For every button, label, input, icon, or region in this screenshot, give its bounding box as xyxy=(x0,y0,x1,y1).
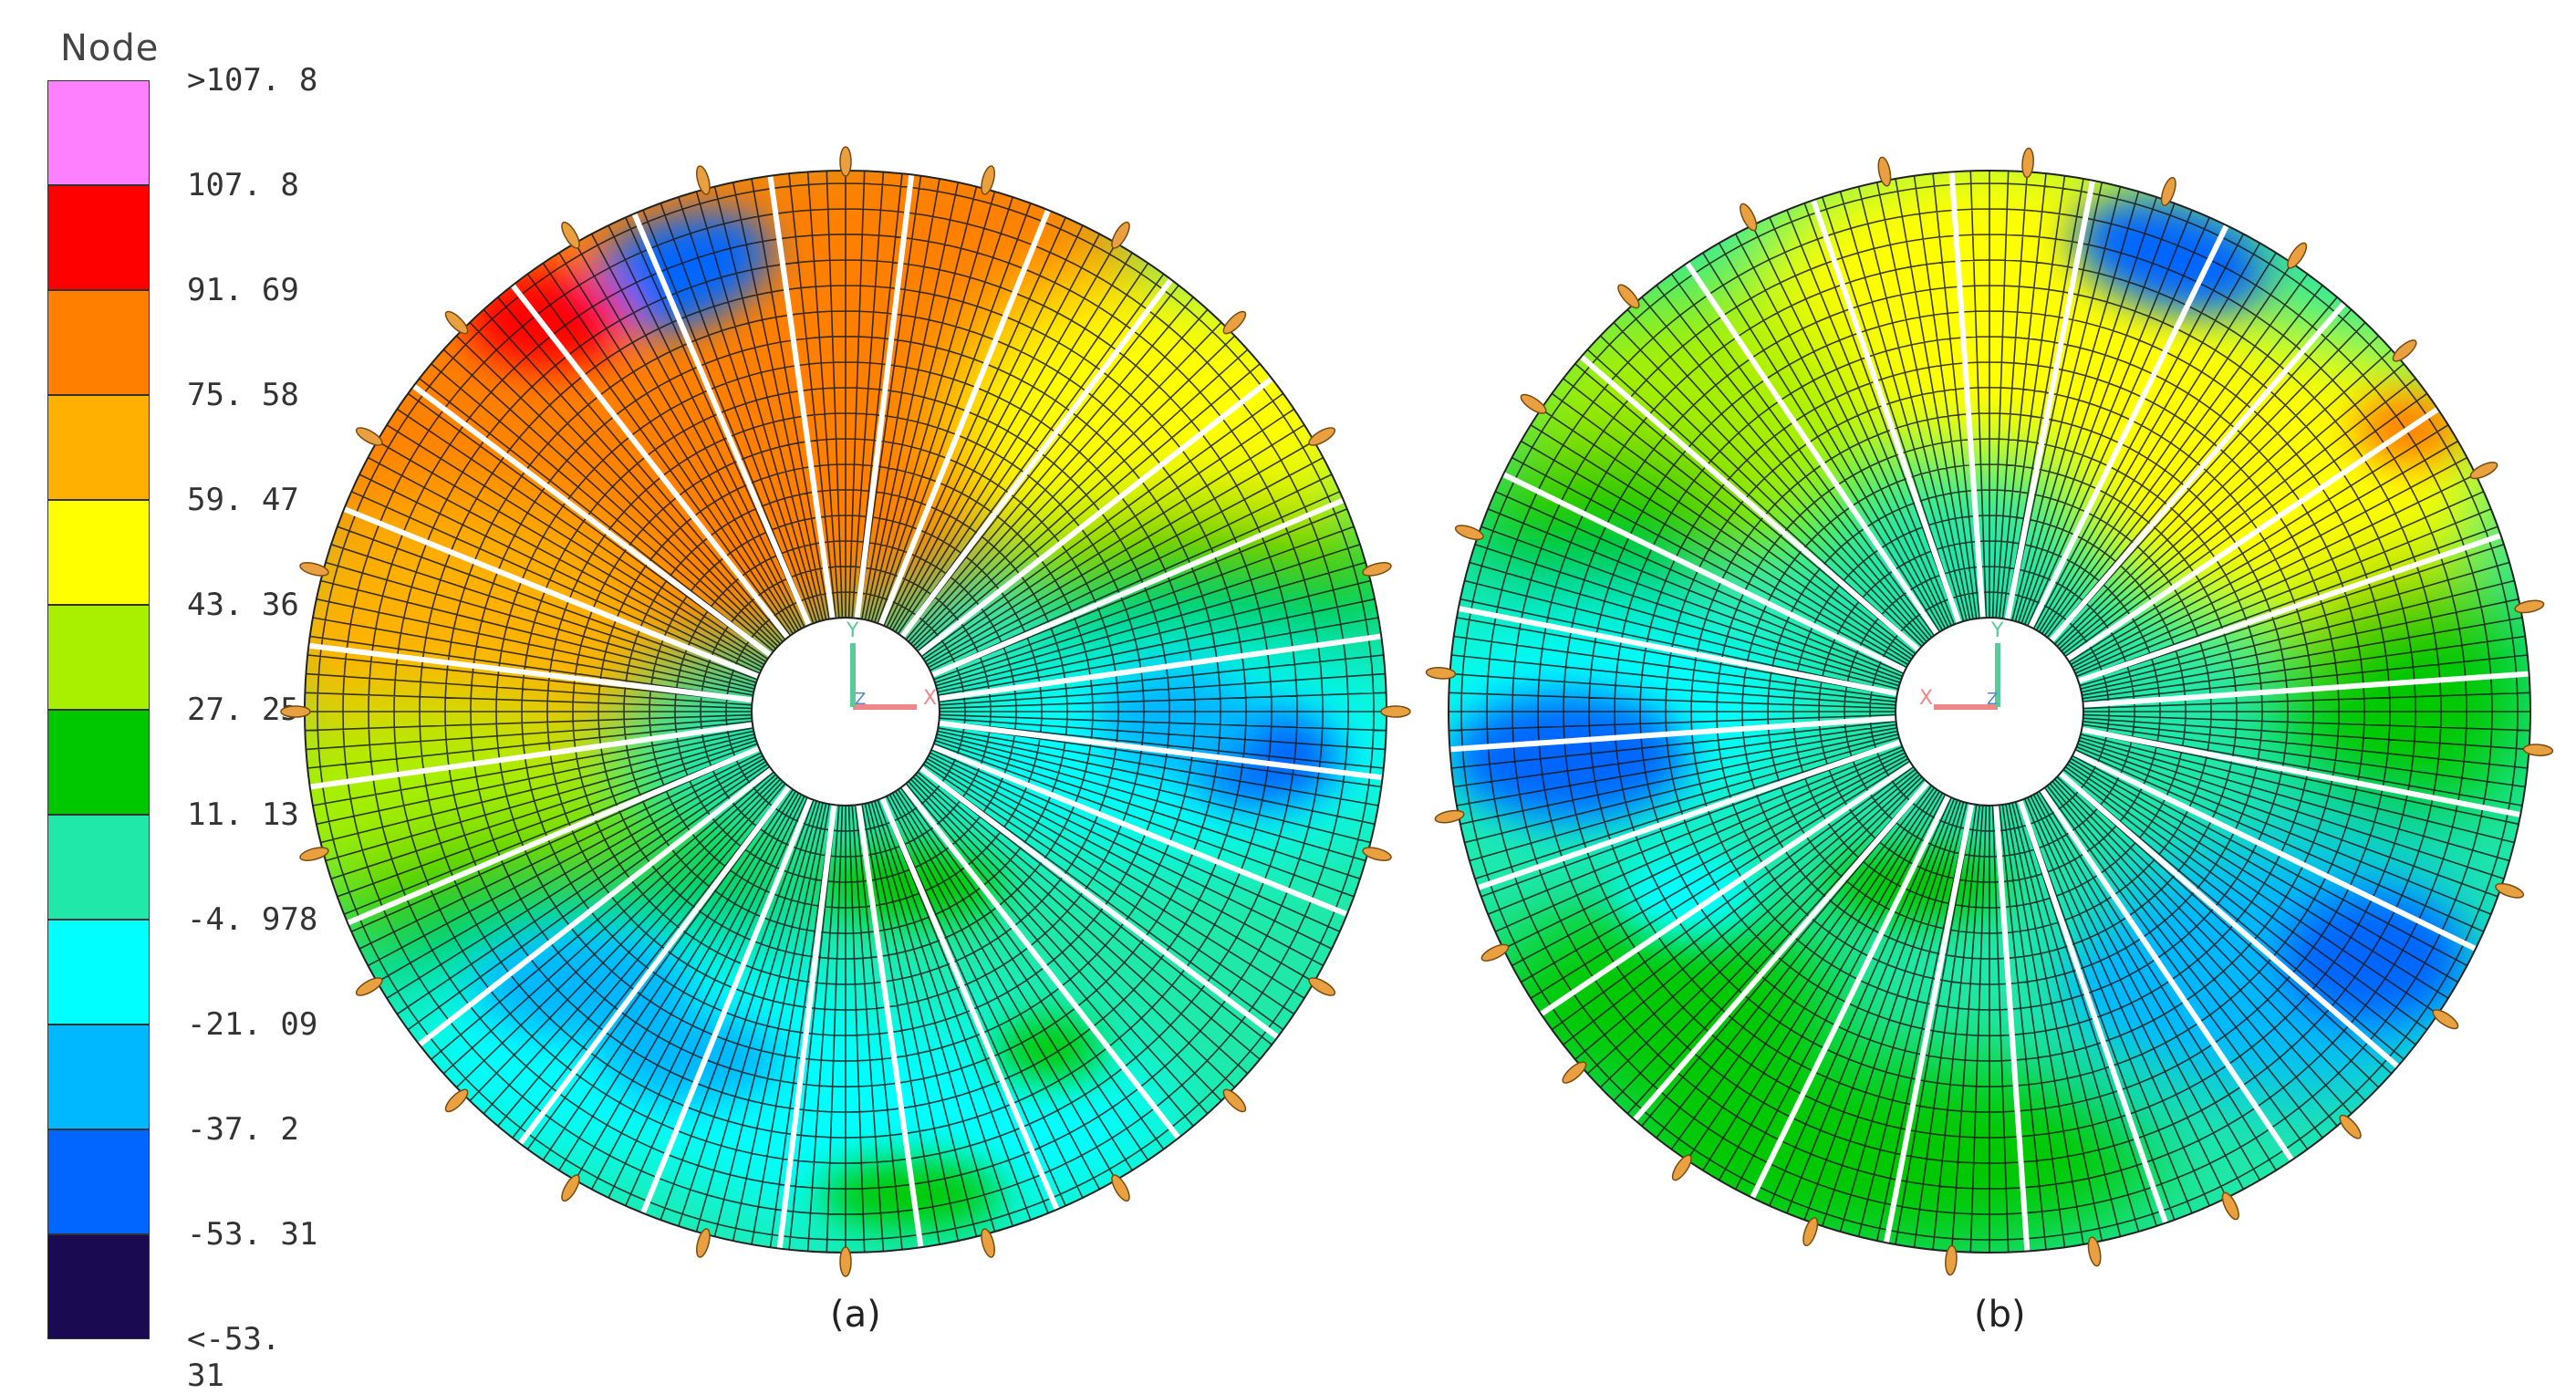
support-marker xyxy=(1454,525,1484,541)
legend-label: 75. 58 xyxy=(187,377,299,413)
support-marker xyxy=(1308,977,1336,996)
legend-swatch xyxy=(47,395,150,500)
axis-x-label: X xyxy=(923,687,937,710)
support-marker xyxy=(839,1246,852,1277)
support-marker xyxy=(1802,1217,1819,1247)
legend-label: >107. 8 xyxy=(187,62,318,99)
support-marker xyxy=(1222,1088,1247,1113)
support-marker xyxy=(2432,1009,2459,1030)
caption-b: (b) xyxy=(1974,1294,2026,1336)
legend-swatch xyxy=(47,605,150,710)
legend-label: 27. 25 xyxy=(187,692,299,728)
contour-plot-a: X Y Z xyxy=(280,146,1411,1277)
legend-swatch xyxy=(47,185,150,290)
support-marker xyxy=(561,1174,580,1202)
legend-label: -4. 978 xyxy=(187,901,318,938)
legend-label: 107. 8 xyxy=(187,167,299,203)
support-marker xyxy=(696,1228,711,1258)
support-marker xyxy=(1740,203,1758,232)
support-marker xyxy=(2339,1114,2362,1139)
support-marker xyxy=(2287,242,2308,269)
support-marker xyxy=(2495,882,2525,899)
segment-gaps-a xyxy=(308,174,1383,1249)
support-marker xyxy=(981,165,995,195)
support-marker xyxy=(561,221,580,249)
legend-swatch xyxy=(47,500,150,605)
support-marker xyxy=(355,977,383,996)
supports-b xyxy=(1425,147,2554,1276)
support-marker xyxy=(1362,847,1392,861)
support-marker xyxy=(299,847,329,861)
legend-label: 59. 47 xyxy=(187,482,299,518)
contour-legend: Node >107. 8 107. 8 91. 69 75. 58 59. 47 43. … xyxy=(0,0,328,1394)
axis-y-label: Y xyxy=(1990,619,2004,642)
support-marker xyxy=(1222,310,1247,335)
support-marker xyxy=(2021,147,2034,179)
support-marker xyxy=(2221,1191,2239,1221)
legend-title: Node xyxy=(60,27,160,69)
axis-y-label: Y xyxy=(846,619,859,642)
support-marker xyxy=(1308,427,1336,446)
legend-swatch xyxy=(47,1025,150,1129)
segment-gaps-b xyxy=(1449,172,2529,1252)
legend-label: -37. 2 xyxy=(187,1111,299,1148)
support-marker xyxy=(2469,462,2498,480)
legend-label: -21. 09 xyxy=(187,1006,318,1043)
support-marker xyxy=(1434,809,1465,824)
axis-x-label: X xyxy=(1919,687,1933,710)
support-marker xyxy=(2514,599,2545,614)
axis-triad-b: X Y Z xyxy=(1919,619,2004,710)
contour-plot-b: X Y Z xyxy=(1425,147,2554,1276)
legend-label: 43. 36 xyxy=(187,587,299,623)
support-marker xyxy=(1877,156,1892,187)
support-marker xyxy=(1380,705,1411,718)
support-marker xyxy=(1362,562,1392,577)
legend-swatch xyxy=(47,920,150,1025)
support-marker xyxy=(696,165,711,195)
support-marker xyxy=(1425,667,1457,680)
caption-a: (a) xyxy=(830,1294,881,1336)
support-marker xyxy=(280,705,311,718)
legend-swatch xyxy=(47,1234,150,1339)
support-marker xyxy=(1111,1174,1130,1202)
support-marker xyxy=(299,562,329,577)
support-marker xyxy=(355,427,383,446)
axis-triad-a: X Y Z xyxy=(846,619,937,710)
support-marker xyxy=(444,310,469,335)
support-marker xyxy=(1111,221,1130,249)
legend-swatch xyxy=(47,1129,150,1234)
support-marker xyxy=(1671,1154,1692,1181)
legend-label: -53. 31 xyxy=(187,1216,318,1253)
legend-swatch xyxy=(47,80,150,185)
support-marker xyxy=(444,1088,469,1113)
support-marker xyxy=(981,1228,995,1258)
support-marker xyxy=(2160,176,2176,206)
support-marker xyxy=(1520,393,1547,414)
support-marker xyxy=(2392,339,2417,362)
support-marker xyxy=(2522,744,2554,756)
supports-a xyxy=(280,146,1411,1277)
support-marker xyxy=(1480,943,1510,962)
legend-swatch xyxy=(47,290,150,395)
legend-swatch xyxy=(47,710,150,815)
legend-swatch xyxy=(47,815,150,920)
axis-z-label: Z xyxy=(855,690,866,709)
axis-z-label: Z xyxy=(1987,690,1998,709)
support-marker xyxy=(2087,1236,2102,1267)
support-marker xyxy=(839,146,852,177)
support-marker xyxy=(1945,1244,1958,1276)
legend-label: 91. 69 xyxy=(187,272,299,308)
support-marker xyxy=(1562,1061,1587,1084)
support-marker xyxy=(1617,284,1640,309)
legend-label: 11. 13 xyxy=(187,796,299,833)
